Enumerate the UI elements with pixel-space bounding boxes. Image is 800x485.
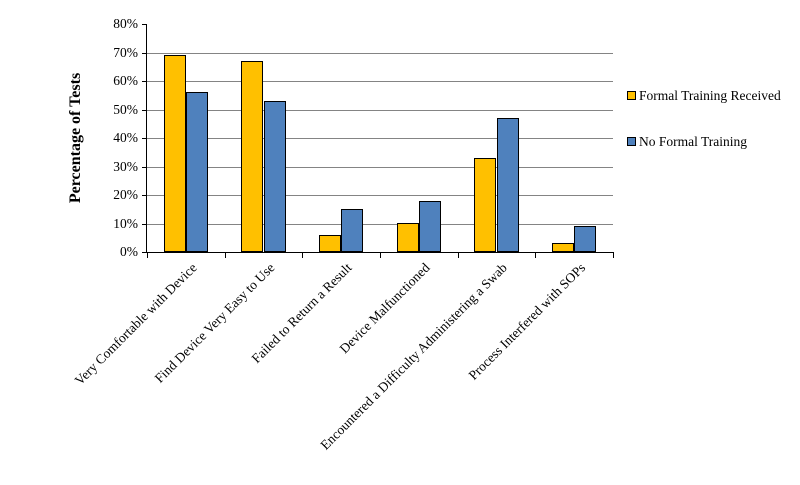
bar-no-formal-training xyxy=(418,201,441,252)
gridline xyxy=(147,52,613,54)
y-tick-label: 20% xyxy=(113,187,138,202)
y-tick xyxy=(142,223,147,225)
y-tick-label: 10% xyxy=(113,215,138,231)
y-tick xyxy=(142,138,147,139)
bar-no-formal-training xyxy=(574,226,597,252)
x-category-label: Very Comfortable with Device xyxy=(71,260,200,389)
bar-no-formal-training xyxy=(496,118,519,252)
bar-no-formal-training xyxy=(185,92,208,252)
x-tick xyxy=(224,252,226,258)
y-tick-label: 70% xyxy=(113,44,138,60)
y-axis-line xyxy=(146,24,147,252)
bar-formal-training xyxy=(319,235,342,252)
y-tick-label: 50% xyxy=(113,101,138,117)
legend-label: No Formal Training xyxy=(639,134,748,149)
legend-swatch-no-formal-training xyxy=(627,137,636,146)
x-tick xyxy=(380,252,381,258)
gridline xyxy=(147,223,613,225)
x-tick xyxy=(457,252,459,258)
x-tick xyxy=(302,252,304,258)
bar-formal-training xyxy=(163,55,186,252)
bar-no-formal-training xyxy=(263,101,286,252)
y-tick-label: 0% xyxy=(120,244,138,259)
x-tick xyxy=(613,252,614,258)
y-tick xyxy=(142,166,147,168)
gridline xyxy=(147,166,613,168)
y-tick-label: 40% xyxy=(113,130,138,145)
legend-swatch-formal-training xyxy=(627,91,636,100)
gridline xyxy=(147,81,613,82)
y-tick xyxy=(142,195,147,196)
y-tick xyxy=(142,109,147,111)
legend-item-no-formal-training: No Formal Training xyxy=(627,134,747,149)
bar-formal-training xyxy=(474,158,497,252)
bar-formal-training xyxy=(396,223,419,252)
y-tick xyxy=(142,252,147,253)
legend-label: Formal Training Received xyxy=(639,88,781,103)
x-axis-line xyxy=(146,252,613,253)
y-tick-label: 60% xyxy=(113,73,138,88)
gridline xyxy=(147,138,613,139)
legend-item-formal-training: Formal Training Received xyxy=(627,88,781,103)
y-tick xyxy=(142,81,147,82)
x-tick xyxy=(147,252,148,258)
bar-formal-training xyxy=(241,61,264,252)
y-tick xyxy=(142,52,147,54)
bar-formal-training xyxy=(552,243,575,252)
gridline xyxy=(147,109,613,111)
x-tick xyxy=(535,252,537,258)
gridline xyxy=(147,195,613,196)
y-tick-label: 80% xyxy=(113,16,138,31)
y-tick xyxy=(142,24,147,25)
bar-no-formal-training xyxy=(341,209,364,252)
y-tick-label: 30% xyxy=(113,158,138,174)
